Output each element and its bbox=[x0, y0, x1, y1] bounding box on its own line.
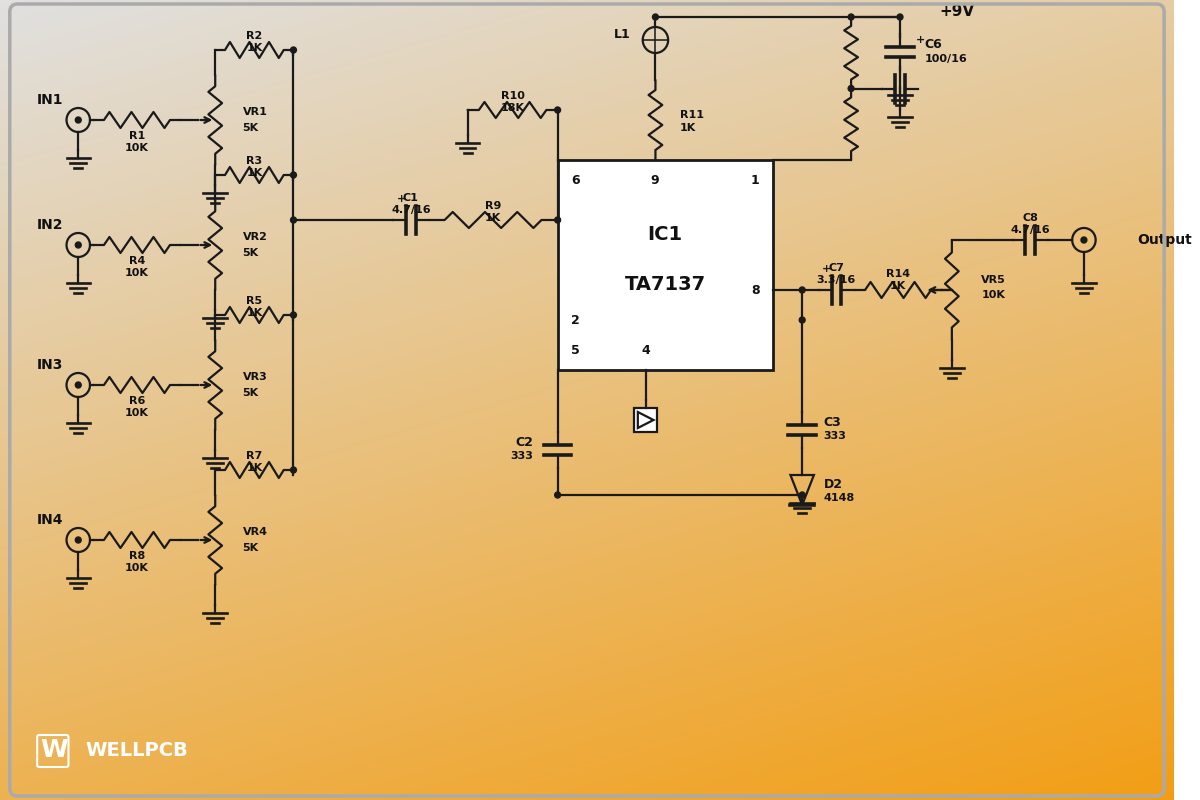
Circle shape bbox=[554, 492, 560, 498]
Circle shape bbox=[290, 312, 296, 318]
Text: 4.7/16: 4.7/16 bbox=[391, 205, 431, 215]
Text: C6: C6 bbox=[924, 38, 942, 51]
Text: R7: R7 bbox=[246, 451, 263, 461]
Text: R9: R9 bbox=[485, 201, 502, 211]
Text: C7: C7 bbox=[828, 263, 845, 273]
Circle shape bbox=[76, 382, 82, 388]
Text: 4.7/16: 4.7/16 bbox=[1010, 225, 1050, 235]
Circle shape bbox=[76, 117, 82, 123]
Text: 9: 9 bbox=[650, 174, 659, 186]
Circle shape bbox=[1081, 237, 1087, 243]
Text: R1: R1 bbox=[128, 131, 145, 141]
Text: 5K: 5K bbox=[242, 543, 259, 553]
Text: R10: R10 bbox=[500, 91, 524, 101]
Text: C8: C8 bbox=[1022, 213, 1038, 223]
Circle shape bbox=[799, 287, 805, 293]
Text: +9V: +9V bbox=[940, 5, 974, 19]
Text: W: W bbox=[40, 738, 67, 762]
Text: R8: R8 bbox=[128, 551, 145, 561]
Text: VR2: VR2 bbox=[242, 232, 268, 242]
Text: D2: D2 bbox=[823, 478, 842, 491]
Circle shape bbox=[290, 47, 296, 53]
Circle shape bbox=[799, 492, 805, 498]
Text: 333: 333 bbox=[510, 451, 533, 461]
Text: R11: R11 bbox=[680, 110, 704, 120]
Text: 10K: 10K bbox=[982, 290, 1006, 300]
Bar bbox=[558, 160, 773, 370]
Text: 1K: 1K bbox=[890, 281, 906, 291]
Circle shape bbox=[554, 217, 560, 223]
Text: C2: C2 bbox=[515, 435, 533, 449]
Circle shape bbox=[290, 217, 296, 223]
Text: VR5: VR5 bbox=[982, 275, 1006, 285]
Text: 1: 1 bbox=[751, 174, 760, 186]
Text: +: + bbox=[822, 264, 832, 274]
Text: 8: 8 bbox=[751, 283, 760, 297]
Text: VR4: VR4 bbox=[242, 527, 268, 537]
Text: R4: R4 bbox=[128, 256, 145, 266]
Text: 1K: 1K bbox=[246, 308, 263, 318]
Text: 18K: 18K bbox=[500, 103, 524, 113]
Circle shape bbox=[76, 537, 82, 543]
Circle shape bbox=[653, 14, 659, 20]
Text: R2: R2 bbox=[246, 31, 263, 41]
Text: 10K: 10K bbox=[125, 563, 149, 573]
Text: C3: C3 bbox=[823, 415, 841, 429]
Bar bbox=[634, 408, 658, 432]
Text: R14: R14 bbox=[886, 269, 910, 279]
Text: WELLPCB: WELLPCB bbox=[85, 741, 188, 759]
Text: 5K: 5K bbox=[242, 123, 259, 133]
Circle shape bbox=[848, 86, 854, 91]
Text: 1K: 1K bbox=[680, 123, 696, 133]
Text: 100/16: 100/16 bbox=[924, 54, 967, 64]
Text: 5: 5 bbox=[571, 343, 580, 357]
Text: VR3: VR3 bbox=[242, 372, 268, 382]
Text: R3: R3 bbox=[246, 156, 263, 166]
Text: 4: 4 bbox=[641, 343, 650, 357]
Text: 3.3/16: 3.3/16 bbox=[817, 275, 856, 285]
Text: 2: 2 bbox=[571, 314, 580, 326]
Circle shape bbox=[898, 14, 902, 20]
Text: 4148: 4148 bbox=[823, 493, 854, 503]
Text: 1K: 1K bbox=[246, 43, 263, 53]
Text: 1K: 1K bbox=[246, 168, 263, 178]
Text: IN3: IN3 bbox=[37, 358, 64, 372]
Text: C1: C1 bbox=[403, 193, 419, 203]
Text: L1: L1 bbox=[614, 29, 631, 42]
Text: 10K: 10K bbox=[125, 408, 149, 418]
Circle shape bbox=[848, 14, 854, 20]
Text: 6: 6 bbox=[571, 174, 580, 186]
Circle shape bbox=[76, 242, 82, 248]
Text: R6: R6 bbox=[128, 396, 145, 406]
Text: 10K: 10K bbox=[125, 143, 149, 153]
Text: IN4: IN4 bbox=[37, 513, 64, 527]
Text: 5K: 5K bbox=[242, 388, 259, 398]
Text: 1K: 1K bbox=[485, 213, 502, 223]
Circle shape bbox=[554, 107, 560, 113]
Text: Output: Output bbox=[1138, 233, 1193, 247]
Text: 1K: 1K bbox=[246, 463, 263, 473]
Text: IC1: IC1 bbox=[648, 226, 683, 245]
Text: 10K: 10K bbox=[125, 268, 149, 278]
Text: 333: 333 bbox=[823, 431, 846, 441]
Text: TA7137: TA7137 bbox=[625, 275, 706, 294]
Text: R5: R5 bbox=[246, 296, 263, 306]
Text: IN2: IN2 bbox=[37, 218, 64, 232]
Text: VR1: VR1 bbox=[242, 107, 268, 117]
Text: +: + bbox=[916, 35, 925, 45]
Circle shape bbox=[799, 317, 805, 323]
Circle shape bbox=[290, 467, 296, 473]
Text: +: + bbox=[396, 194, 406, 204]
Text: IN1: IN1 bbox=[37, 93, 64, 107]
Circle shape bbox=[290, 172, 296, 178]
Text: 5K: 5K bbox=[242, 248, 259, 258]
